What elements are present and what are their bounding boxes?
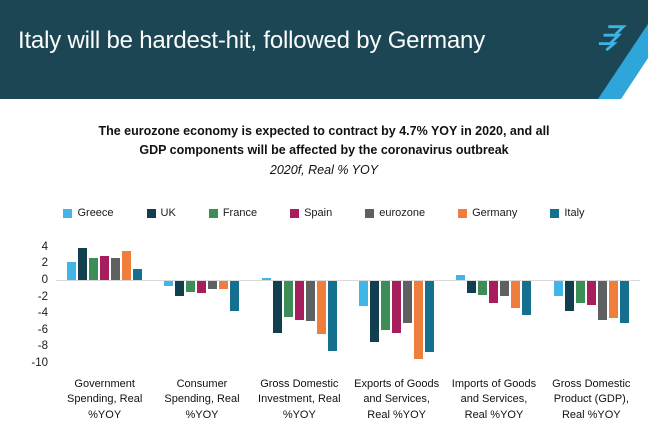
bar-greece-category-0 <box>67 261 77 280</box>
bar-greece-category-4 <box>456 275 466 280</box>
bar-germany-category-2 <box>316 281 326 335</box>
bar-eurozone-category-4 <box>500 281 510 296</box>
y-tick-label: -10 <box>31 357 48 369</box>
bar-uk-category-3 <box>370 281 380 342</box>
bar-italy-category-5 <box>619 281 629 323</box>
header-banner: Italy will be hardest-hit, followed by G… <box>0 0 648 99</box>
legend-item-uk: UK <box>146 207 176 219</box>
bar-greece-category-3 <box>359 281 369 306</box>
plot-area <box>56 242 640 370</box>
bar-spain-category-4 <box>489 281 499 303</box>
brand-logo-icon <box>598 25 627 52</box>
legend-item-italy: Italy <box>550 207 585 219</box>
bar-uk-category-1 <box>175 281 185 296</box>
y-axis: 4 2 0 -2 -4 -6 -8 -10 <box>16 241 52 372</box>
bar-group-5 <box>543 242 640 370</box>
bar-greece-category-1 <box>164 281 174 286</box>
legend: Greece UK France Spain eurozone Germany Italy <box>0 207 648 219</box>
bar-eurozone-category-5 <box>597 281 607 320</box>
subtitle-line-2: GDP components will be affected by the c… <box>139 143 509 158</box>
bar-eurozone-category-0 <box>111 258 121 280</box>
bar-spain-category-5 <box>586 281 596 306</box>
category-label-5: Gross Domestic Product (GDP), Real %YOY <box>552 378 631 421</box>
bar-group-1 <box>153 242 250 370</box>
bar-uk-category-4 <box>467 281 477 293</box>
bar-france-category-0 <box>89 258 99 280</box>
legend-swatch <box>550 208 560 218</box>
bar-eurozone-category-1 <box>208 281 218 290</box>
legend-swatch <box>458 208 468 218</box>
bar-uk-category-0 <box>78 247 88 280</box>
bar-germany-category-0 <box>122 250 132 280</box>
chart-subtitle: The eurozone economy is expected to cont… <box>0 122 648 177</box>
category-label-1: Consumer Spending, Real %YOY <box>164 378 240 421</box>
bar-france-category-2 <box>283 281 293 317</box>
y-tick-label: -4 <box>37 307 48 320</box>
bar-greece-category-2 <box>261 277 271 280</box>
bar-group-2 <box>251 242 348 370</box>
bar-eurozone-category-3 <box>403 281 413 323</box>
legend-item-eurozone: eurozone <box>365 207 425 219</box>
legend-swatch <box>146 208 156 218</box>
y-tick-label: 4 <box>41 240 48 253</box>
bar-spain-category-3 <box>392 281 402 334</box>
bar-germany-category-1 <box>219 281 229 290</box>
legend-label: UK <box>160 207 176 219</box>
legend-item-france: France <box>208 207 258 219</box>
bar-greece-category-5 <box>553 281 563 296</box>
bar-uk-category-2 <box>272 281 282 334</box>
category-label-4: Imports of Goods and Services, Real %YOY <box>451 378 537 421</box>
category-label-0: Government Spending, Real %YOY <box>67 378 143 421</box>
bar-germany-category-3 <box>414 281 424 360</box>
y-tick-label: 0 <box>41 274 48 286</box>
legend-item-spain: Spain <box>290 207 332 219</box>
y-tick-label: 2 <box>41 257 48 270</box>
legend-item-germany: Germany <box>458 207 517 219</box>
bar-group-3 <box>348 242 445 370</box>
bar-group-0 <box>56 242 153 370</box>
legend-swatch <box>208 208 218 218</box>
category-label-2: Gross Domestic Investment, Real %YOY <box>258 378 341 421</box>
bar-group-4 <box>445 242 542 370</box>
bar-italy-category-0 <box>133 269 143 280</box>
bar-spain-category-0 <box>100 255 110 280</box>
legend-label: Greece <box>77 207 114 219</box>
bar-germany-category-4 <box>511 281 521 308</box>
legend-swatch <box>365 208 375 218</box>
category-label-3: Exports of Goods and Services, Real %YOY <box>354 378 440 421</box>
bar-france-category-1 <box>186 281 196 292</box>
bar-spain-category-2 <box>294 281 304 320</box>
bar-italy-category-4 <box>522 281 532 316</box>
bar-italy-category-2 <box>327 281 337 351</box>
page-title: Italy will be hardest-hit, followed by G… <box>18 27 486 54</box>
subtitle-line-1: The eurozone economy is expected to cont… <box>98 124 550 138</box>
legend-label: Italy <box>564 207 585 219</box>
y-tick-label: -8 <box>37 340 48 353</box>
legend-label: Germany <box>472 207 518 219</box>
y-tick-label: -6 <box>37 323 48 336</box>
legend-swatch <box>63 208 73 218</box>
bar-france-category-4 <box>478 281 488 296</box>
legend-item-greece: Greece <box>63 207 114 219</box>
banner-background <box>0 0 648 99</box>
legend-label: France <box>222 207 258 219</box>
legend-label: Spain <box>304 207 333 219</box>
legend-swatch <box>290 208 300 218</box>
bar-germany-category-5 <box>608 281 618 319</box>
bar-france-category-5 <box>575 281 585 304</box>
bar-italy-category-1 <box>230 281 240 311</box>
bar-france-category-3 <box>381 281 391 330</box>
bar-uk-category-5 <box>564 281 574 311</box>
legend-label: eurozone <box>379 207 426 219</box>
bar-eurozone-category-2 <box>305 281 315 321</box>
zero-gridline <box>56 280 640 281</box>
x-axis-labels: Government Spending, Real %YOY Consumer S… <box>56 377 640 423</box>
bar-spain-category-1 <box>197 281 207 293</box>
y-tick-label: -2 <box>37 290 48 303</box>
bar-italy-category-3 <box>425 281 435 353</box>
chart-caption: 2020f, Real % YOY <box>269 162 379 177</box>
